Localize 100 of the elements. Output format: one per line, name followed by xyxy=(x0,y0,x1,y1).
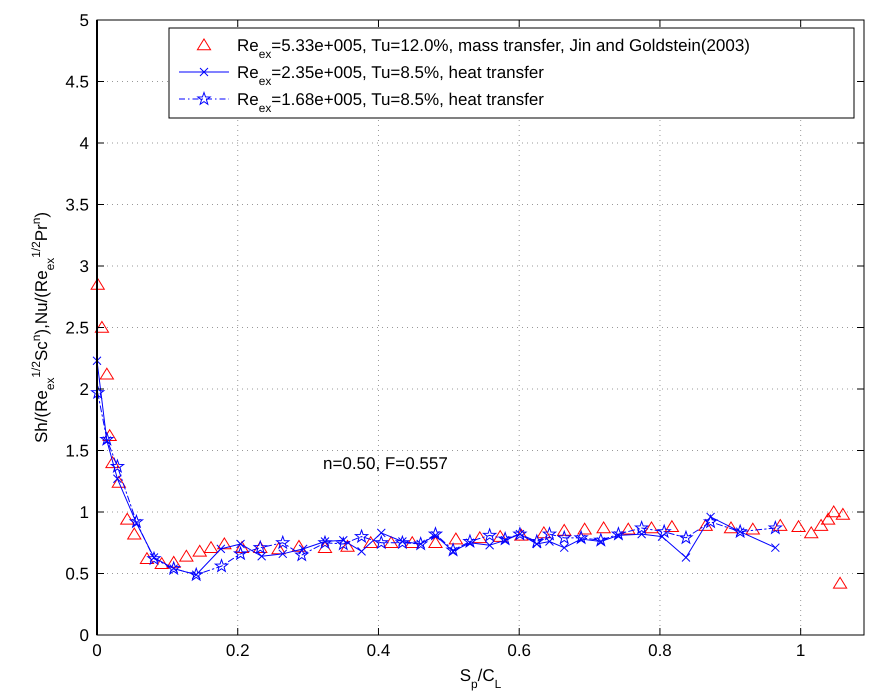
point xyxy=(768,520,782,534)
point xyxy=(560,543,569,552)
point xyxy=(354,530,368,542)
point xyxy=(214,559,228,572)
point xyxy=(544,537,554,546)
legend-label: Re$_{ex}$=5.33e+005, Tu=12.0%, mass transfer, Jin and Goldstein(2003) xyxy=(237,36,750,61)
point xyxy=(374,536,388,549)
point xyxy=(446,543,460,556)
point xyxy=(664,520,679,532)
y-tick-label: 2 xyxy=(80,380,89,399)
point xyxy=(340,540,355,552)
point xyxy=(292,540,306,552)
point xyxy=(530,534,544,548)
point xyxy=(574,530,588,544)
point xyxy=(472,531,487,544)
y-tick-label: 1 xyxy=(80,503,89,522)
x-tick-label: 0.6 xyxy=(507,641,532,660)
point xyxy=(318,541,332,553)
x-tick-label: 0 xyxy=(92,641,102,660)
point xyxy=(384,536,398,548)
annotation: n=0.50, F=0.557 xyxy=(323,454,448,473)
y-tick-label: 3 xyxy=(80,257,89,276)
point xyxy=(621,522,636,535)
y-tick-label: 1.5 xyxy=(65,442,89,460)
point xyxy=(100,368,114,380)
point xyxy=(110,459,124,472)
point xyxy=(634,520,648,534)
point xyxy=(166,556,181,568)
point xyxy=(357,546,366,556)
point xyxy=(364,536,378,548)
y-tick-label: 2.5 xyxy=(65,318,89,338)
point xyxy=(832,576,848,589)
point xyxy=(578,522,592,535)
point xyxy=(428,527,442,540)
point xyxy=(396,536,410,549)
point xyxy=(257,552,266,561)
point xyxy=(120,512,134,525)
point xyxy=(295,548,308,561)
x-tick-label: 0.4 xyxy=(366,641,390,660)
point xyxy=(167,562,180,574)
point xyxy=(482,528,496,542)
point xyxy=(92,356,102,366)
point xyxy=(276,536,290,549)
point xyxy=(216,544,226,554)
point xyxy=(463,534,477,548)
point xyxy=(724,521,738,534)
point xyxy=(318,536,332,549)
x-tick-label: 1 xyxy=(796,641,806,660)
point xyxy=(612,527,626,540)
x-tick-label: 0.2 xyxy=(226,641,250,660)
point xyxy=(192,544,207,557)
point xyxy=(791,520,806,532)
point xyxy=(147,552,161,564)
y-tick-label: 0.5 xyxy=(65,564,89,584)
x-tick-label: 0.8 xyxy=(648,641,672,660)
point xyxy=(658,532,667,542)
y-tick-label: 0 xyxy=(80,626,89,645)
point xyxy=(644,521,659,534)
point xyxy=(542,527,556,540)
point xyxy=(804,526,818,538)
point xyxy=(704,514,718,528)
legend-label: Re$_{ex}$=1.68e+005, Tu=8.5%, heat transfer xyxy=(237,90,544,115)
point xyxy=(127,528,142,540)
point xyxy=(405,536,420,548)
point xyxy=(485,540,494,550)
point xyxy=(234,541,250,553)
y-tick-label: 5 xyxy=(80,11,89,30)
point xyxy=(336,536,350,550)
legend-label: Re$_{ex}$=2.35e+005, Tu=8.5%, heat transfer xyxy=(237,63,544,88)
point xyxy=(204,541,218,553)
point xyxy=(271,542,286,554)
point xyxy=(681,553,690,562)
point xyxy=(112,476,126,488)
point xyxy=(140,552,154,564)
point xyxy=(679,530,693,544)
point xyxy=(179,550,194,562)
point xyxy=(733,524,747,538)
point xyxy=(637,530,646,539)
y-tick-label: 4 xyxy=(80,134,89,153)
point xyxy=(100,432,114,446)
point xyxy=(234,546,248,560)
point xyxy=(558,530,571,544)
y-tick-label: 3.5 xyxy=(65,196,89,214)
point xyxy=(217,537,232,550)
point xyxy=(826,506,841,518)
point xyxy=(498,532,512,545)
point xyxy=(493,530,508,542)
point xyxy=(773,519,788,531)
point xyxy=(428,536,443,548)
point xyxy=(821,512,836,525)
point xyxy=(594,533,608,546)
point xyxy=(557,524,572,536)
point xyxy=(596,521,611,534)
point xyxy=(105,456,120,468)
point xyxy=(94,321,110,333)
point xyxy=(836,508,850,520)
point xyxy=(130,514,144,528)
point xyxy=(698,519,713,531)
point xyxy=(536,526,551,538)
point xyxy=(102,429,117,442)
